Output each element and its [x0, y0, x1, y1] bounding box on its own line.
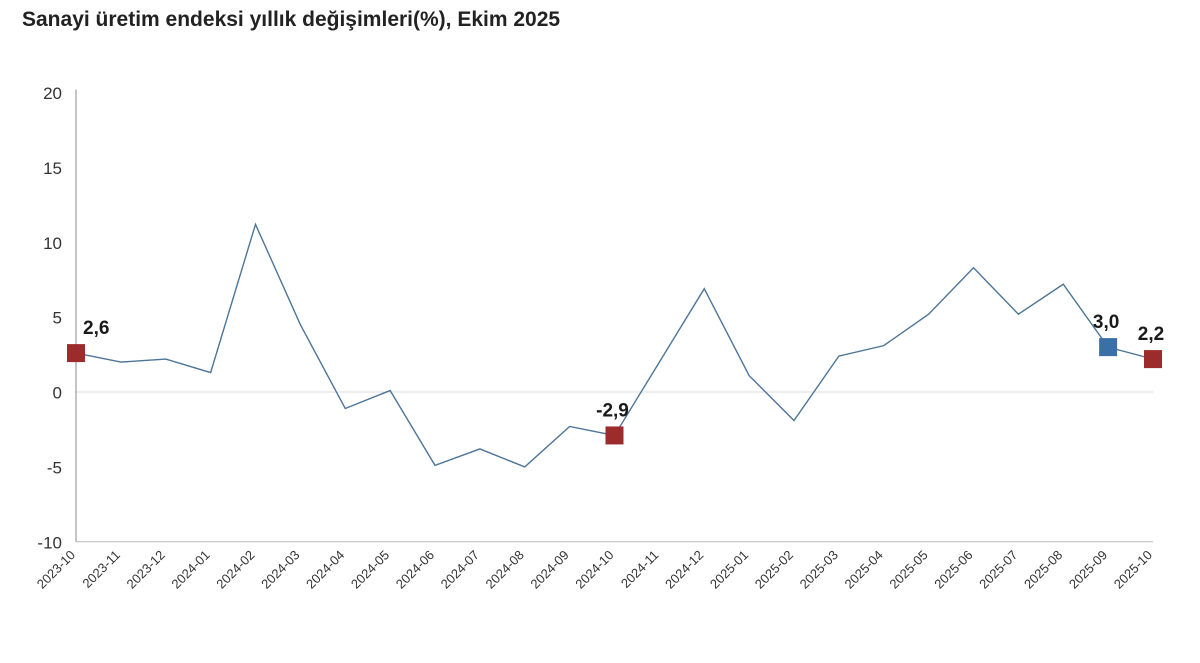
svg-text:2024-06: 2024-06 [393, 547, 437, 591]
svg-text:2024-10: 2024-10 [572, 547, 616, 591]
svg-text:0: 0 [53, 384, 62, 403]
svg-text:2024-11: 2024-11 [618, 547, 662, 591]
svg-text:15: 15 [43, 159, 62, 178]
svg-text:2024-01: 2024-01 [168, 547, 212, 591]
svg-text:5: 5 [53, 309, 62, 328]
svg-text:2023-11: 2023-11 [79, 547, 123, 591]
svg-text:2025-08: 2025-08 [1021, 547, 1065, 591]
svg-text:2025-06: 2025-06 [931, 547, 975, 591]
svg-text:2024-12: 2024-12 [662, 547, 706, 591]
svg-text:10: 10 [43, 234, 62, 253]
svg-text:2024-08: 2024-08 [483, 547, 527, 591]
svg-text:2024-03: 2024-03 [258, 547, 302, 591]
svg-text:2023-12: 2023-12 [124, 547, 168, 591]
svg-text:2025-03: 2025-03 [797, 547, 841, 591]
svg-text:2025-02: 2025-02 [752, 547, 796, 591]
svg-text:2025-10: 2025-10 [1111, 547, 1155, 591]
svg-text:2,6: 2,6 [83, 318, 109, 339]
svg-text:2024-04: 2024-04 [303, 547, 347, 591]
svg-text:-10: -10 [37, 533, 62, 552]
svg-text:2025-09: 2025-09 [1066, 547, 1110, 591]
svg-text:2025-04: 2025-04 [842, 547, 886, 591]
svg-text:3,0: 3,0 [1093, 312, 1119, 333]
svg-text:2024-05: 2024-05 [348, 547, 392, 591]
svg-text:2024-07: 2024-07 [438, 547, 482, 591]
svg-text:-5: -5 [47, 458, 62, 477]
svg-text:2024-02: 2024-02 [213, 547, 257, 591]
svg-text:2024-09: 2024-09 [527, 547, 571, 591]
svg-text:2025-01: 2025-01 [707, 547, 751, 591]
svg-text:2025-05: 2025-05 [886, 547, 930, 591]
svg-text:20: 20 [43, 84, 62, 103]
svg-text:2025-07: 2025-07 [976, 547, 1020, 591]
svg-text:-2,9: -2,9 [596, 400, 629, 421]
svg-text:2,2: 2,2 [1138, 324, 1164, 345]
svg-text:2023-10: 2023-10 [34, 547, 78, 591]
